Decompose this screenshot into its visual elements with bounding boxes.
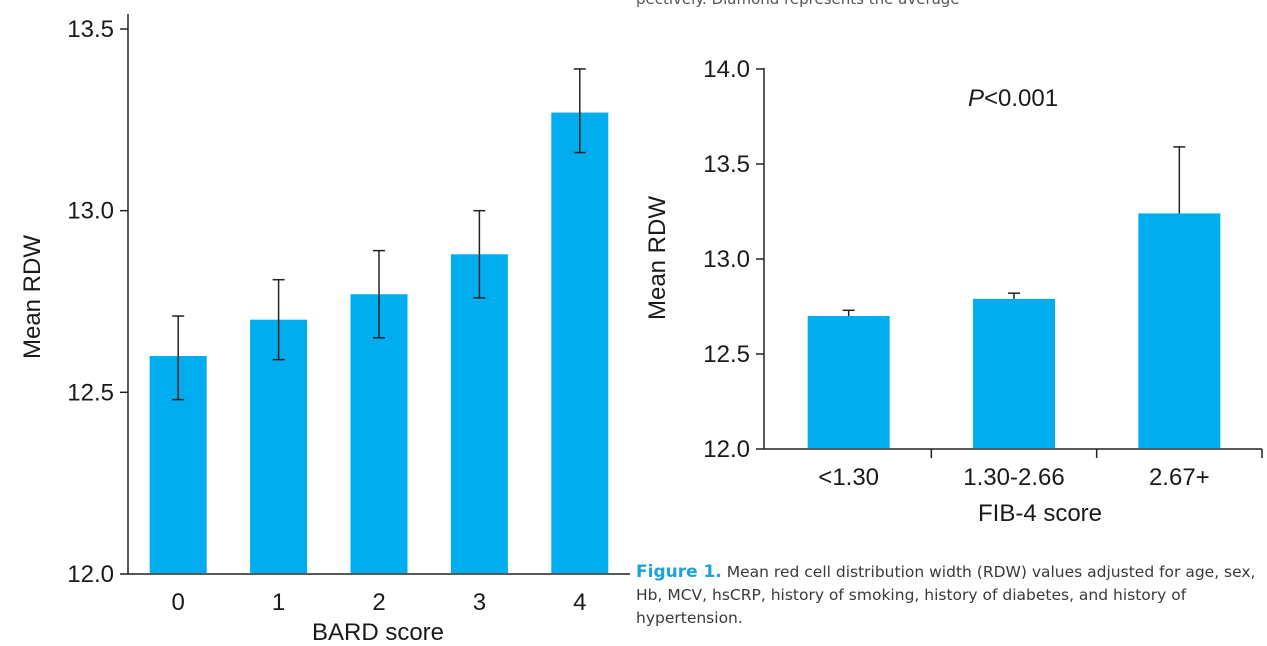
bard-y-tick-label: 12.0	[67, 561, 114, 588]
fib4-bar	[973, 298, 1055, 448]
bard-x-tick-label: 3	[473, 589, 486, 616]
caption-text: Mean red cell distribution width (RDW) v…	[636, 563, 1256, 627]
fib4-x-tick-label: <1.30	[818, 464, 879, 491]
fib4-x-axis-title: FIB-4 score	[978, 500, 1102, 527]
bard-y-axis-title: Mean RDW	[19, 235, 46, 359]
fib4-y-tick-label: 12.0	[703, 436, 750, 463]
bard-score-bar-chart: 12.0 12.5 13.0 13.5 0 1 2 3 4 BARD score Mean RDW	[19, 14, 630, 646]
bard-x-tick-label: 4	[573, 589, 586, 616]
fib4-x-tick-label: 1.30-2.66	[963, 464, 1064, 491]
figure-caption: Figure 1. Mean red cell distribution wid…	[636, 561, 1267, 630]
fib4-bar	[1138, 213, 1221, 448]
fib4-y-tick-label: 12.5	[703, 341, 750, 368]
bard-y-tick-label: 13.5	[67, 16, 114, 43]
bard-bar	[250, 319, 308, 573]
bard-bar	[450, 254, 508, 573]
fib4-y-tick-label: 13.0	[703, 246, 750, 273]
fib4-y-axis-title: Mean RDW	[644, 196, 671, 320]
caption-lead: Figure 1.	[636, 562, 722, 582]
bard-x-tick-label: 2	[372, 589, 385, 616]
p-value: <0.001	[984, 85, 1058, 112]
fib4-y-tick-label: 13.5	[703, 151, 750, 178]
cut-off-text-fragment: pectively. Diamond represents the averag…	[636, 0, 960, 8]
bard-x-tick-label: 1	[272, 589, 285, 616]
bard-x-tick-label: 0	[172, 589, 185, 616]
bard-bar	[350, 294, 408, 573]
bard-y-tick-label: 12.5	[67, 379, 114, 406]
p-value-annotation: P<0.001	[968, 85, 1058, 112]
fib4-x-tick-label: 2.67+	[1149, 464, 1210, 491]
fib4-y-tick-label: 14.0	[703, 56, 750, 83]
fib4-bar	[807, 316, 890, 448]
bard-y-tick-label: 13.0	[67, 198, 114, 225]
bard-bar	[551, 112, 609, 574]
p-symbol: P	[968, 85, 984, 112]
bard-x-axis-title: BARD score	[312, 619, 444, 646]
